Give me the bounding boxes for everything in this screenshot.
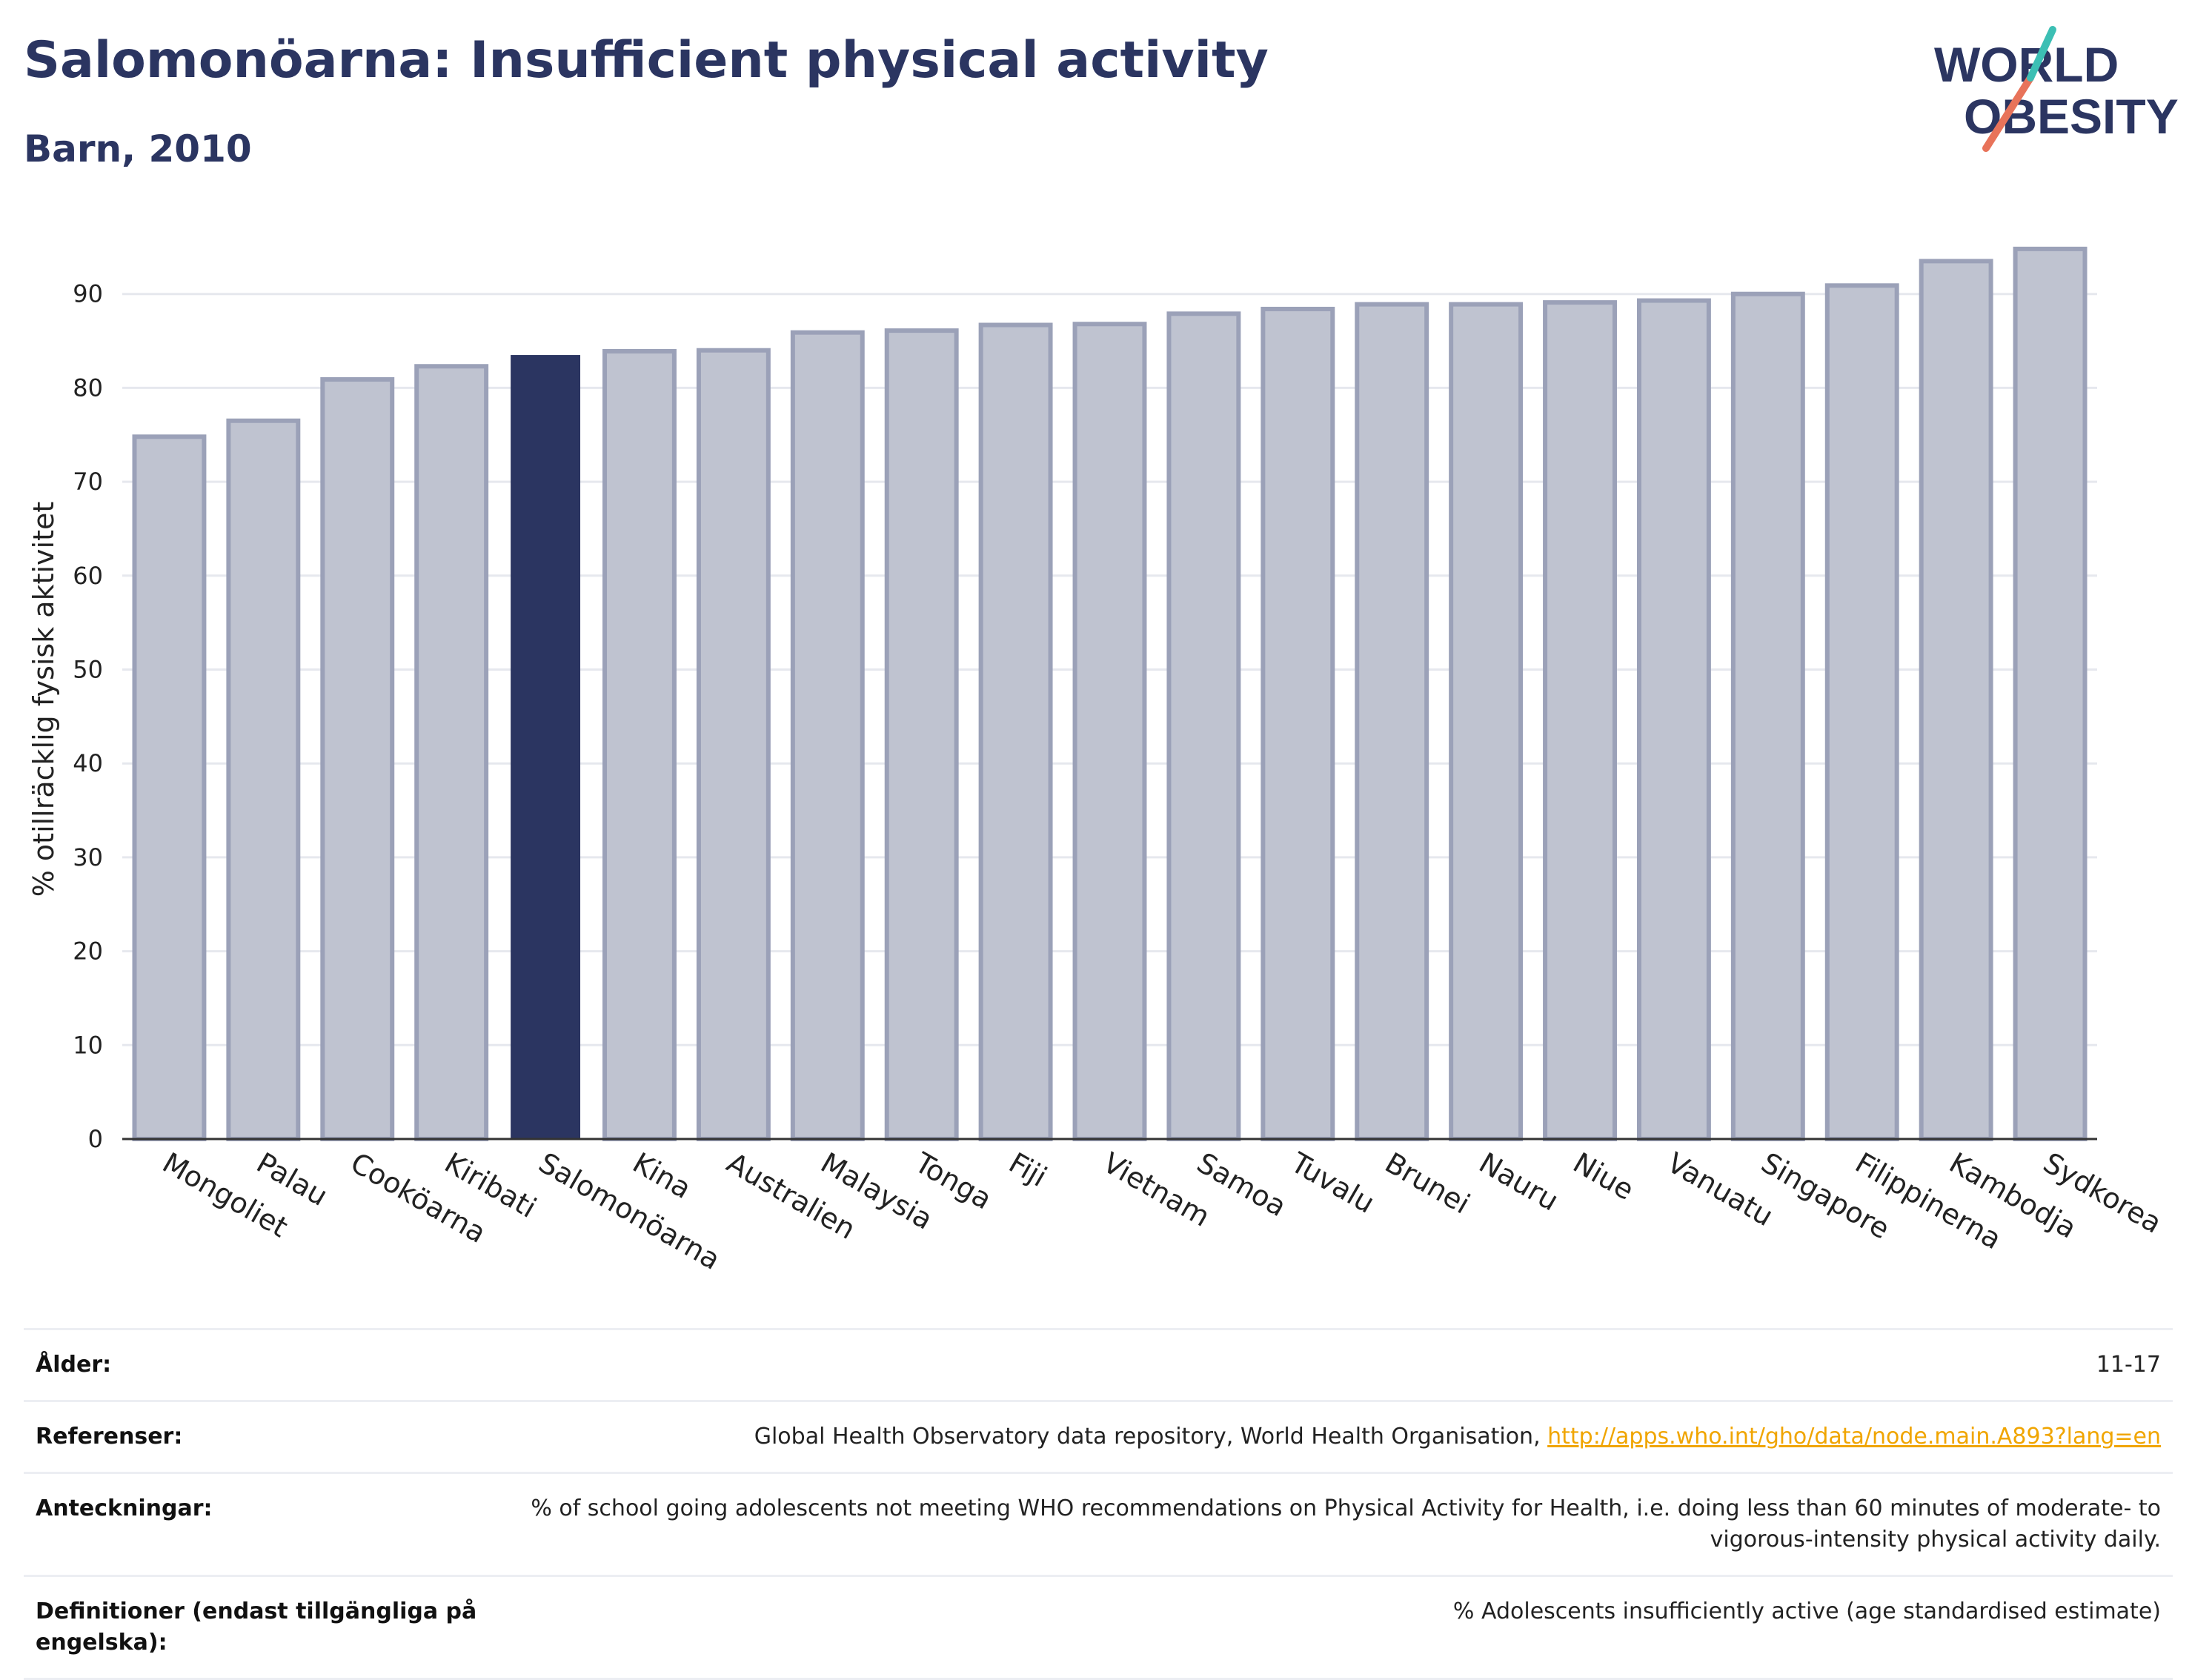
y-tick-label: 90 <box>73 280 103 308</box>
references-value: Global Health Observatory data repositor… <box>510 1421 2161 1452</box>
bar-Filippinerna <box>1824 283 1899 1141</box>
logo-line2: OBESITY <box>1964 89 2179 144</box>
metadata-table: Ålder: 11-17 Referenser: Global Health O… <box>24 1328 2173 1680</box>
bar-Sydkorea <box>2013 246 2088 1141</box>
bar-Samoa <box>1166 311 1241 1141</box>
x-tick-label: Vietnam <box>1097 1146 1215 1233</box>
x-tick-label: Nauru <box>1474 1146 1564 1218</box>
references-label: Referenser: <box>36 1424 183 1450</box>
world-obesity-logo: WORLD OBESITY <box>1934 26 2179 152</box>
meta-row-age: Ålder: 11-17 <box>24 1328 2173 1400</box>
x-tick-label: Vanuatu <box>1661 1146 1778 1232</box>
age-label: Ålder: <box>36 1352 112 1378</box>
bar-Vanuatu <box>1636 298 1711 1142</box>
x-tick-label: Salomonöarna <box>534 1146 726 1276</box>
y-tick-label: 80 <box>73 373 103 402</box>
bar-Kambodja <box>1919 259 1993 1142</box>
bar-Kina <box>602 348 677 1141</box>
y-axis-title: % otillräcklig fysisk aktivitet <box>27 502 60 897</box>
bar-Singapore <box>1730 291 1805 1142</box>
bar-Australien <box>696 348 771 1142</box>
meta-row-notes: Anteckningar: % of school going adolesce… <box>24 1472 2173 1575</box>
logo-slash-upper <box>2027 26 2056 82</box>
bar-Tonga <box>884 328 959 1141</box>
references-text: Global Health Observatory data repositor… <box>754 1424 1548 1450</box>
y-tick-label: 70 <box>73 468 103 496</box>
x-tick-label: Tuvalu <box>1285 1146 1380 1220</box>
meta-row-definitions: Definitioner (endast tillgängliga på eng… <box>24 1575 2173 1680</box>
bar-Vietnam <box>1072 322 1147 1141</box>
bar-Palau <box>226 418 301 1141</box>
meta-row-references: Referenser: Global Health Observatory da… <box>24 1400 2173 1472</box>
x-tick-label: Niue <box>1568 1146 1640 1206</box>
y-tick-label: 10 <box>73 1031 103 1059</box>
bar-Salomonöarna <box>511 355 581 1140</box>
notes-value: % of school going adolescents not meetin… <box>531 1495 2161 1553</box>
references-link[interactable]: http://apps.who.int/gho/data/node.main.A… <box>1547 1424 2161 1450</box>
bar-Malaysia <box>790 330 865 1142</box>
bar-Tuvalu <box>1261 306 1335 1141</box>
x-tick-label: Fiji <box>1003 1146 1052 1193</box>
chart-subtitle: Barn, 2010 <box>24 127 252 170</box>
bar-Kiribati <box>414 364 489 1141</box>
bar-Mongoliet <box>132 434 207 1141</box>
definitions-label: Definitioner (endast tillgängliga på eng… <box>36 1598 477 1656</box>
y-tick-label: 30 <box>73 843 103 871</box>
definitions-value: % Adolescents insufficiently active (age… <box>1452 1598 2161 1624</box>
bar-Brunei <box>1355 302 1429 1142</box>
y-tick-label: 0 <box>88 1125 103 1153</box>
y-tick-label: 20 <box>73 937 103 966</box>
bar-Niue <box>1543 300 1617 1141</box>
notes-label: Anteckningar: <box>36 1495 213 1521</box>
x-tick-label: Brunei <box>1380 1146 1475 1221</box>
logo-slash-lower <box>1982 74 2034 152</box>
bar-Nauru <box>1449 302 1524 1142</box>
age-value: 11-17 <box>2096 1352 2161 1378</box>
bar-Cooköarna <box>320 376 395 1142</box>
chart-title: Salomonöarna: Insufficient physical acti… <box>24 31 1269 90</box>
y-tick-label: 50 <box>73 656 103 684</box>
bar-Fiji <box>978 322 1053 1141</box>
bar-chart: 0 10 20 30 40 50 60 70 80 90 % otillräcklig fysisk… <box>27 246 2168 1276</box>
y-tick-label: 40 <box>73 749 103 777</box>
y-tick-label: 60 <box>73 562 103 590</box>
